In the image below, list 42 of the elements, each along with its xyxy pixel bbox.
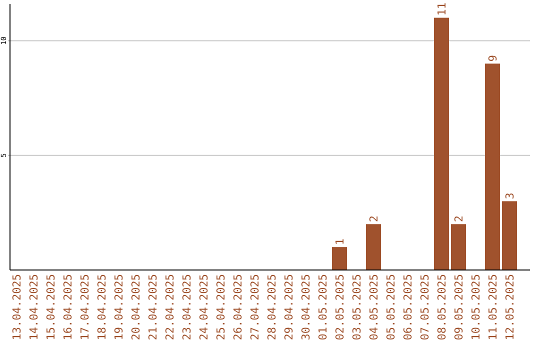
bar — [451, 224, 466, 270]
x-tick-label: 23.04.2025 — [180, 274, 194, 340]
bar — [485, 64, 500, 270]
bar — [332, 247, 347, 270]
x-tick-label: 17.04.2025 — [78, 274, 92, 340]
x-tick-label: 10.05.2025 — [470, 274, 482, 340]
x-tick-label: 30.04.2025 — [300, 274, 312, 340]
x-tick-label: 01.05.2025 — [316, 274, 330, 340]
x-tick-label: 27.04.2025 — [248, 274, 262, 340]
x-tick-label: 22.04.2025 — [164, 274, 176, 340]
x-tick-label: 09.05.2025 — [452, 274, 466, 340]
data-label: 3 — [504, 192, 516, 200]
data-label: 11 — [436, 2, 448, 16]
data-label: 2 — [368, 216, 380, 222]
bar — [366, 224, 381, 270]
x-tick-label: 16.04.2025 — [62, 274, 74, 340]
x-tick-label: 15.04.2025 — [44, 274, 58, 340]
x-tick-label: 13.04.2025 — [10, 274, 24, 340]
x-tick-label: 14.04.2025 — [28, 274, 40, 340]
x-tick-label: 04.05.2025 — [368, 274, 380, 340]
x-tick-label: 26.04.2025 — [232, 274, 244, 340]
x-tick-label: 08.05.2025 — [436, 274, 448, 340]
data-label: 2 — [452, 216, 466, 222]
x-tick-label: 19.04.2025 — [112, 274, 126, 340]
bar — [502, 201, 517, 270]
bar — [434, 18, 449, 270]
x-tick-label: 12.05.2025 — [504, 274, 516, 340]
x-tick-label: 07.05.2025 — [418, 274, 432, 340]
x-tick-label: 24.04.2025 — [198, 274, 210, 340]
x-tick-label: 20.04.2025 — [130, 274, 142, 340]
x-tick-label: 21.04.2025 — [146, 274, 160, 340]
x-tick-label: 05.05.2025 — [384, 274, 398, 340]
data-label: 1 — [334, 238, 346, 246]
x-tick-label: 29.04.2025 — [282, 274, 296, 340]
x-tick-label: 03.05.2025 — [350, 274, 364, 340]
data-label: 9 — [486, 54, 500, 62]
x-tick-label: 11.05.2025 — [486, 274, 500, 340]
x-tick-label: 18.04.2025 — [96, 274, 108, 340]
x-tick-label: 28.04.2025 — [266, 274, 278, 340]
x-tick-label: 06.05.2025 — [402, 274, 414, 340]
x-tick-label: 25.04.2025 — [214, 274, 228, 340]
x-tick-label: 02.05.2025 — [334, 274, 346, 340]
